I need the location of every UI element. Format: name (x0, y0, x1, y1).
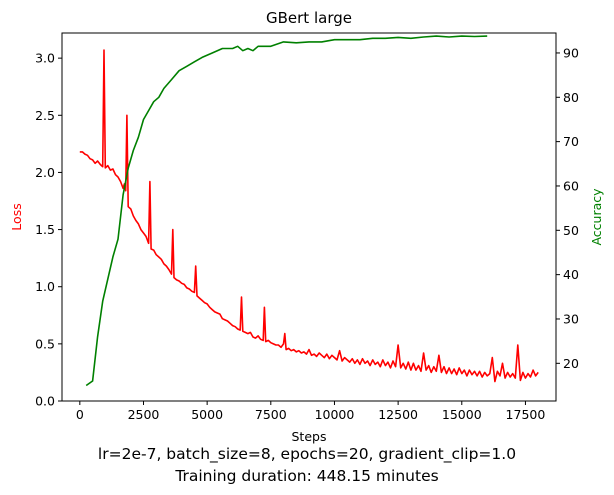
y-left-tick-label: 1.5 (35, 222, 55, 237)
y-left-tick-label: 0.5 (35, 336, 55, 351)
y-right-axis-label: Accuracy (589, 188, 604, 246)
y-right-axis-ticks: 20 30 40 50 60 70 80 90 (556, 45, 579, 371)
y-right-tick-label: 90 (563, 45, 579, 60)
y-right-tick-label: 40 (563, 267, 579, 282)
accuracy-series-line (85, 35, 488, 387)
y-right-tick-label: 50 (563, 223, 579, 238)
y-left-tick-label: 3.0 (35, 51, 55, 66)
x-tick-label: 7500 (255, 407, 287, 422)
series-group (79, 35, 539, 387)
y-right-tick-label: 60 (563, 178, 579, 193)
x-axis-ticks: 0 2500 5000 7500 10000 12500 15000 17500 (76, 401, 546, 422)
y-left-tick-label: 2.5 (35, 108, 55, 123)
x-tick-label: 15000 (442, 407, 482, 422)
x-tick-label: 17500 (506, 407, 546, 422)
x-tick-label: 5000 (191, 407, 223, 422)
x-tick-label: 10000 (315, 407, 355, 422)
y-right-tick-label: 70 (563, 134, 579, 149)
plot-frame (61, 32, 557, 402)
y-left-axis-ticks: 0.0 0.5 1.0 1.5 2.0 2.5 3.0 (35, 51, 62, 409)
y-right-tick-label: 30 (563, 311, 579, 326)
chart-title: GBert large (266, 9, 352, 27)
y-right-tick-label: 80 (563, 90, 579, 105)
loss-series-line (79, 49, 539, 383)
caption-line-2: Training duration: 448.15 minutes (175, 467, 439, 485)
x-axis-label: Steps (292, 429, 327, 444)
y-left-tick-label: 1.0 (35, 279, 55, 294)
y-left-tick-label: 0.0 (35, 394, 55, 409)
caption-line-1: lr=2e-7, batch_size=8, epochs=20, gradie… (97, 445, 517, 463)
y-left-tick-label: 2.0 (35, 165, 55, 180)
x-tick-label: 2500 (128, 407, 160, 422)
y-left-axis-label: Loss (9, 203, 24, 230)
x-tick-label: 0 (76, 407, 84, 422)
x-tick-label: 12500 (378, 407, 418, 422)
y-right-tick-label: 20 (563, 356, 579, 371)
